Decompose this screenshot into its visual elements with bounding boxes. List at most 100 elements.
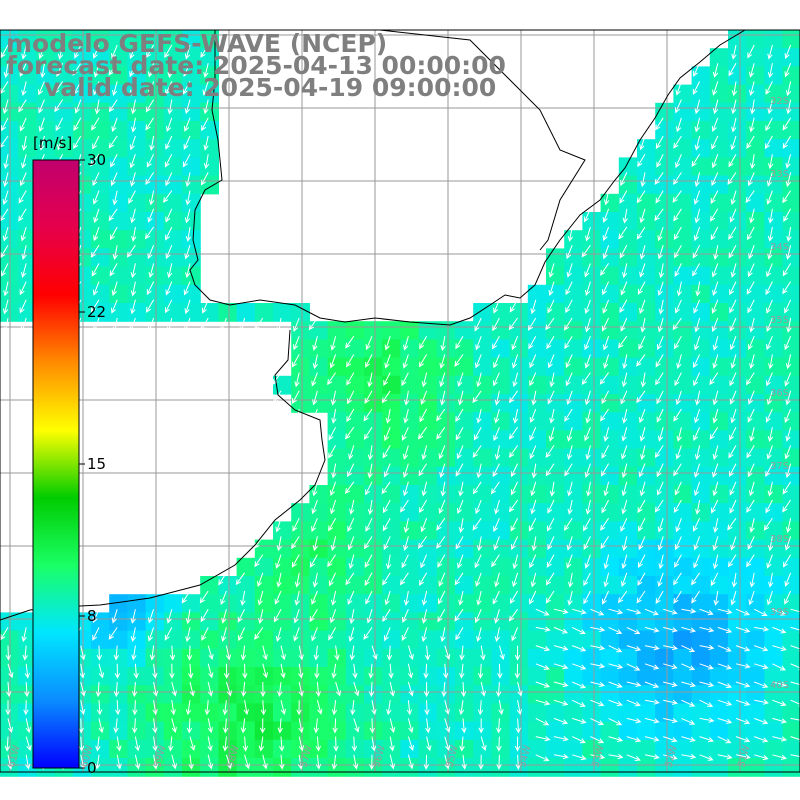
wind-arrow	[367, 372, 373, 388]
wind-arrow	[766, 172, 773, 187]
wind-arrow	[149, 645, 156, 661]
wind-arrow	[407, 754, 414, 770]
wind-speed-cell	[182, 84, 201, 104]
wind-arrow	[754, 736, 769, 743]
wind-arrow	[785, 518, 792, 533]
wind-arrow	[783, 208, 792, 222]
wind-arrow	[717, 681, 732, 689]
wind-speed-cell	[764, 576, 784, 595]
wind-speed-cell	[655, 139, 674, 158]
wind-speed-cell	[673, 758, 693, 777]
wind-arrow	[476, 590, 482, 606]
wind-speed-cell	[600, 193, 620, 213]
wind-arrow	[116, 736, 122, 752]
wind-speed-cell	[655, 539, 674, 559]
wind-speed-cell	[200, 703, 219, 723]
wind-speed-cell	[163, 594, 183, 613]
wind-arrow	[638, 517, 646, 532]
wind-speed-cell	[600, 357, 620, 377]
wind-arrow	[694, 117, 701, 133]
wind-arrow	[220, 317, 227, 333]
wind-speed-cell	[728, 703, 747, 723]
wind-speed-cell	[345, 412, 365, 431]
wind-speed-cell	[364, 685, 383, 704]
wind-speed-cell	[509, 357, 529, 377]
wind-arrow	[25, 754, 31, 770]
wind-arrow	[585, 281, 591, 297]
wind-speed-cell	[655, 448, 674, 468]
wind-arrow	[528, 517, 537, 532]
latitude-label: 34S	[770, 242, 789, 253]
latitude-label: 32S	[770, 96, 789, 107]
wind-arrow	[92, 627, 100, 641]
wind-arrow	[494, 572, 500, 588]
wind-speed-cell	[182, 612, 201, 632]
wind-arrow	[584, 263, 591, 278]
wind-speed-cell	[709, 84, 729, 104]
wind-arrow	[128, 190, 136, 204]
wind-speed-cell	[728, 576, 747, 595]
wind-speed-cell	[764, 503, 784, 522]
wind-arrow	[419, 335, 428, 350]
wind-speed-cell	[600, 466, 620, 486]
wind-arrow	[747, 463, 755, 478]
wind-arrow	[420, 390, 428, 405]
wind-speed-cell	[527, 303, 547, 322]
wind-speed-cell	[728, 175, 747, 195]
wind-arrow	[730, 590, 737, 606]
wind-speed-cell	[364, 630, 383, 650]
wind-speed-cell	[746, 557, 765, 577]
wind-arrow	[746, 554, 755, 568]
wind-arrow	[312, 354, 318, 370]
wind-arrow	[753, 608, 768, 616]
wind-speed-cell	[109, 66, 128, 86]
wind-arrow	[5, 645, 12, 661]
wind-arrow	[440, 336, 446, 352]
wind-speed-cell	[564, 703, 583, 723]
wind-arrow	[699, 754, 714, 761]
wind-speed-cell	[345, 648, 365, 668]
wind-speed-cell	[18, 630, 37, 650]
wind-arrow	[549, 481, 556, 497]
wind-speed-cell	[145, 303, 165, 322]
latitude-label: 35S	[770, 315, 789, 326]
wind-speed-cell	[509, 466, 529, 486]
wind-speed-cell	[418, 612, 438, 632]
wind-arrow	[712, 336, 719, 351]
wind-arrow	[636, 226, 646, 240]
wind-speed-cell	[764, 430, 784, 450]
wind-arrow	[767, 226, 774, 242]
wind-speed-cell	[709, 357, 729, 377]
wind-arrow	[546, 335, 555, 350]
wind-speed-cell	[509, 648, 529, 668]
wind-speed-cell	[163, 121, 183, 140]
wind-speed-cell	[655, 321, 674, 340]
wind-arrow	[477, 700, 484, 716]
wind-speed-cell	[200, 139, 219, 158]
wind-arrow	[291, 354, 300, 368]
wind-arrow	[280, 700, 286, 715]
wind-arrow	[754, 626, 770, 632]
wind-speed-cell	[637, 703, 656, 723]
wind-speed-cell	[691, 193, 711, 213]
wind-speed-cell	[746, 521, 765, 541]
wind-arrow	[673, 590, 682, 604]
wind-speed-cell	[218, 721, 238, 741]
wind-arrow	[184, 208, 191, 224]
wind-speed-cell	[18, 157, 37, 177]
wind-speed-cell	[637, 576, 656, 595]
model-title: modelo GEFS-WAVE (NCEP)	[6, 29, 388, 58]
wind-speed-cell	[618, 685, 638, 704]
wind-speed-cell	[327, 412, 347, 431]
wind-arrow	[772, 681, 788, 687]
wind-arrow	[638, 335, 646, 350]
wind-arrow	[134, 754, 141, 770]
wind-arrow	[389, 718, 396, 734]
wind-arrow	[626, 754, 641, 761]
wind-arrow	[298, 681, 304, 697]
wind-arrow	[663, 663, 678, 670]
wind-arrow	[693, 190, 701, 205]
wind-arrow	[421, 627, 428, 643]
wind-arrow	[790, 736, 800, 743]
wind-speed-cell	[691, 667, 711, 686]
